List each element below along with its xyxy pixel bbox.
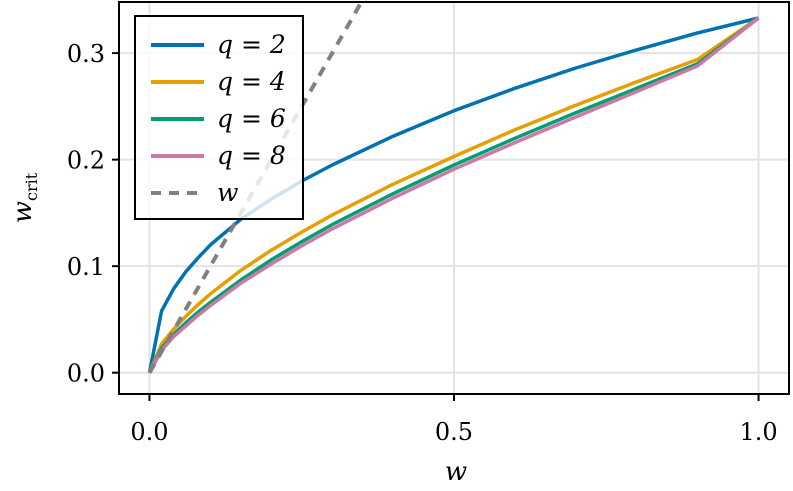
- y-tick-label: 0.0: [67, 360, 105, 388]
- legend-item: w: [151, 178, 238, 207]
- legend-item: q = 4: [151, 67, 286, 96]
- x-tick-label: 1.0: [739, 418, 777, 446]
- series-line-3: [147, 16, 760, 374]
- series-line-2: [147, 16, 760, 374]
- legend-item: q = 6: [151, 104, 286, 133]
- legend-label: w: [217, 178, 238, 207]
- legend-label: q = 2: [217, 30, 286, 59]
- tick-labels: 0.0 0.5 1.0 0.0 0.1 0.2 0.3: [67, 40, 778, 446]
- svg-text:wcrit: wcrit: [8, 172, 41, 223]
- legend-item: q = 2: [151, 30, 286, 59]
- y-tick-label: 0.1: [67, 253, 105, 281]
- legend-item: q = 8: [151, 141, 286, 170]
- legend-label: q = 6: [217, 104, 286, 133]
- series-line-4: [147, 16, 760, 374]
- legend: q = 2 q = 4 q = 6 q = 8 w: [134, 15, 304, 220]
- x-axis-label: w: [445, 457, 467, 487]
- y-tick-label: 0.3: [67, 40, 105, 68]
- x-tick-label: 0.5: [435, 418, 473, 446]
- y-axis-label-sub: crit: [22, 172, 41, 201]
- y-axis-label-main: w: [8, 201, 38, 223]
- series-layer: [147, 2, 760, 374]
- y-axis-label: wcrit: [8, 172, 41, 223]
- y-tick-label: 0.2: [67, 147, 105, 175]
- axis-ticks: [112, 52, 760, 401]
- legend-label: q = 8: [217, 141, 286, 170]
- x-tick-label: 0.0: [130, 418, 168, 446]
- legend-label: q = 4: [217, 67, 286, 96]
